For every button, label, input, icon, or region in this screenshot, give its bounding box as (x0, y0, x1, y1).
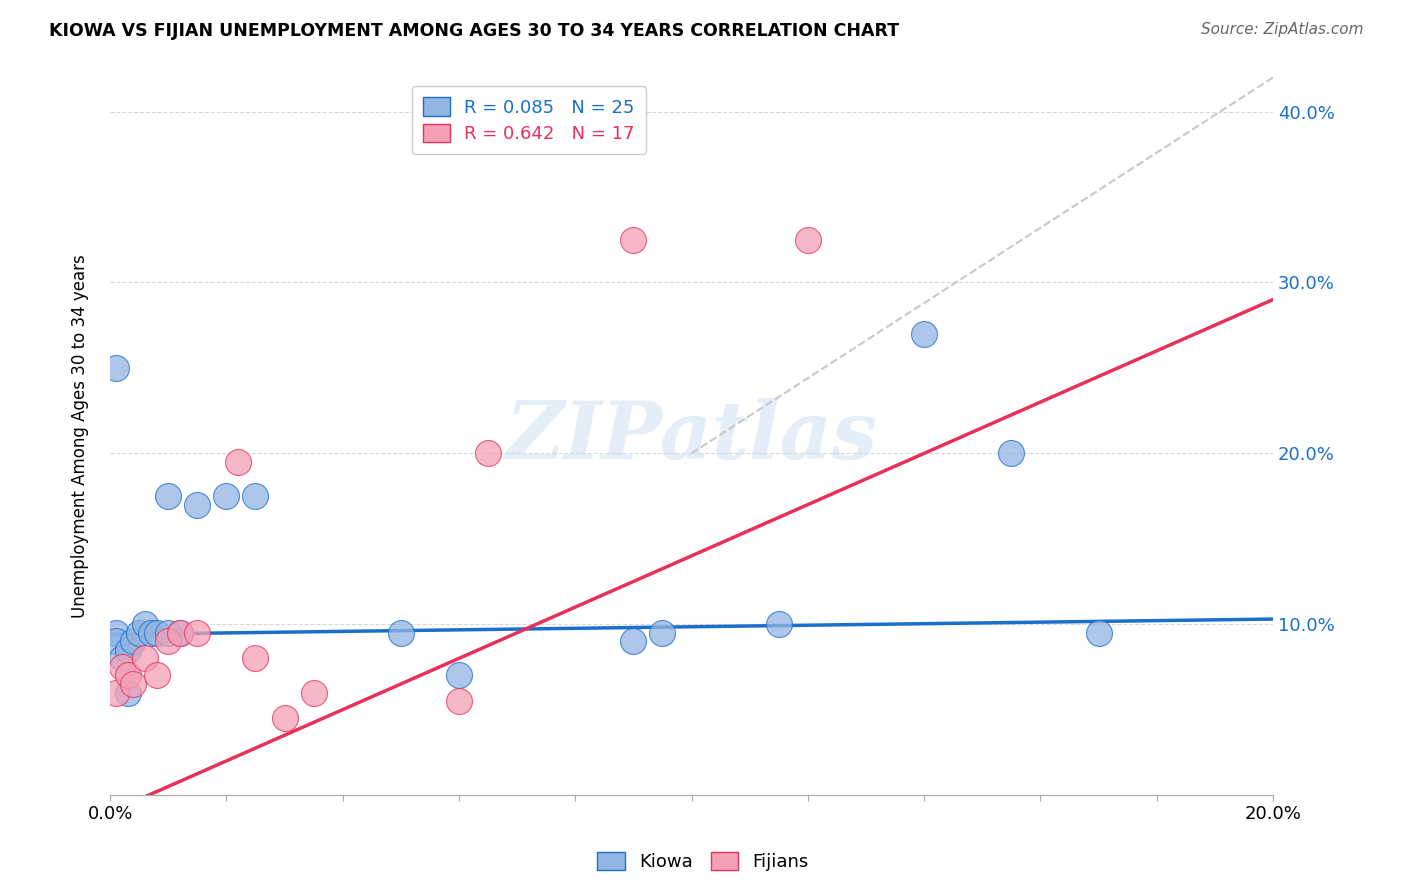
Point (912, 326, 935, 341)
Point (169, 625, 191, 640)
Point (621, 233, 644, 247)
Point (128, 625, 150, 640)
Point (477, 446, 499, 460)
Point (1000, 446, 1022, 460)
Point (145, 625, 167, 640)
Point (169, 625, 191, 640)
Point (186, 498, 208, 512)
Legend: Kiowa, Fijians: Kiowa, Fijians (591, 845, 815, 879)
Point (111, 651, 134, 665)
Point (651, 625, 673, 640)
Point (111, 660, 134, 674)
Point (621, 634, 644, 648)
Text: KIOWA VS FIJIAN UNEMPLOYMENT AMONG AGES 30 TO 34 YEARS CORRELATION CHART: KIOWA VS FIJIAN UNEMPLOYMENT AMONG AGES … (49, 22, 900, 40)
Legend: R = 0.085   N = 25, R = 0.642   N = 17: R = 0.085 N = 25, R = 0.642 N = 17 (412, 87, 645, 154)
Point (797, 233, 820, 247)
Point (768, 617, 790, 632)
Point (117, 643, 139, 657)
Point (245, 651, 267, 665)
Point (215, 489, 238, 503)
Point (139, 625, 162, 640)
Point (104, 625, 127, 640)
Point (245, 489, 267, 503)
Point (134, 617, 156, 632)
Point (104, 360, 127, 375)
Point (157, 489, 180, 503)
Point (447, 668, 470, 682)
Point (104, 634, 127, 648)
Text: ZIPatlas: ZIPatlas (506, 398, 877, 475)
Point (273, 711, 295, 725)
Point (389, 625, 412, 640)
Point (1087, 625, 1109, 640)
Point (157, 634, 180, 648)
Point (104, 685, 127, 699)
Point (122, 677, 145, 691)
Point (134, 651, 156, 665)
Y-axis label: Unemployment Among Ages 30 to 34 years: Unemployment Among Ages 30 to 34 years (72, 254, 89, 618)
Point (122, 634, 145, 648)
Point (117, 668, 139, 682)
Point (117, 685, 139, 699)
Text: Source: ZipAtlas.com: Source: ZipAtlas.com (1201, 22, 1364, 37)
Point (157, 625, 180, 640)
Point (226, 455, 249, 469)
Point (302, 685, 325, 699)
Point (186, 625, 208, 640)
Point (145, 668, 167, 682)
Point (447, 694, 470, 708)
